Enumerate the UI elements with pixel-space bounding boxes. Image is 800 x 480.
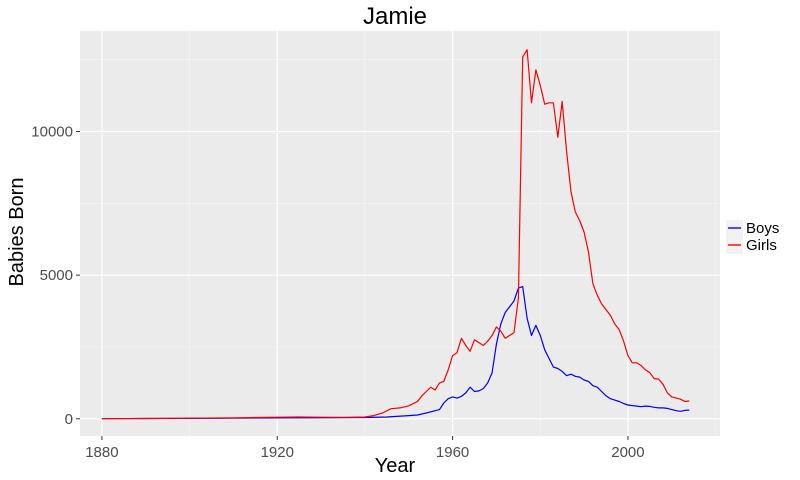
y-tick-label: 10000 [31, 124, 73, 141]
x-axis: 1880 1920 1960 2000 [85, 436, 645, 461]
x-tick-label: 1880 [85, 444, 118, 461]
y-axis-title: Babies Born [6, 178, 28, 287]
y-tick-label: 0 [65, 411, 73, 428]
x-tick-label: 1960 [436, 444, 469, 461]
legend-label-boys: Boys [746, 220, 779, 237]
x-axis-title: Year [375, 455, 416, 477]
x-tick-label: 1920 [261, 444, 294, 461]
x-tick-label: 2000 [611, 444, 644, 461]
chart-title: Jamie [363, 3, 427, 30]
legend-label-girls: Girls [746, 237, 777, 254]
y-axis: 0 5000 10000 [31, 124, 80, 428]
y-tick-label: 5000 [40, 267, 73, 284]
series-line-boys [101, 286, 690, 420]
plot-panel [80, 31, 720, 436]
series-lines [101, 49, 690, 420]
series-line-girls [101, 49, 690, 420]
